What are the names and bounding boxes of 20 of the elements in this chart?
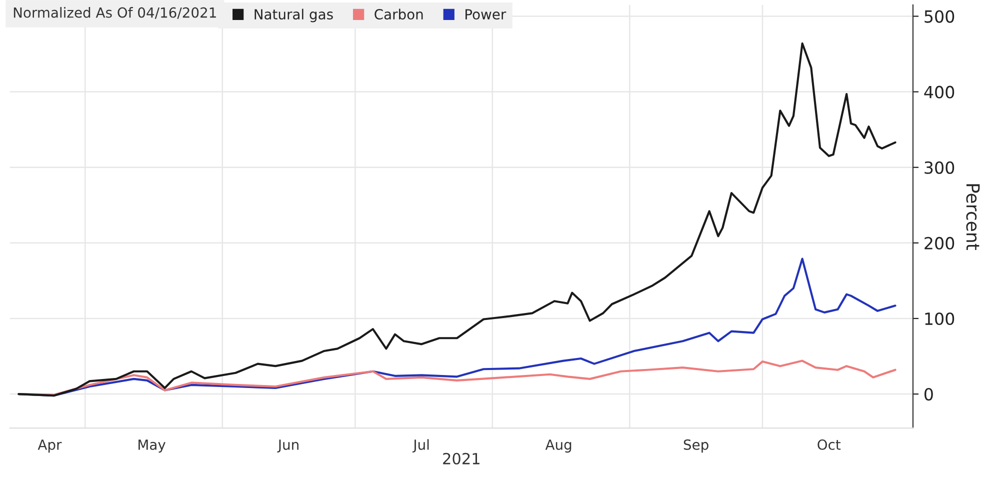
x-axis-title: 2021 xyxy=(443,452,480,464)
y-tick-label: 200 xyxy=(924,236,954,250)
x-tick-label: Apr xyxy=(38,440,62,453)
y-axis-title: Percent xyxy=(966,184,980,250)
x-tick-label: Jun xyxy=(277,440,298,452)
y-tick-label: 100 xyxy=(925,312,954,326)
legend-title: Normalized As Of 04/16/2021 xyxy=(14,7,216,19)
legend-label: Carbon xyxy=(374,8,423,20)
x-tick-label: Jul xyxy=(412,439,429,452)
x-tick-label: Aug xyxy=(545,440,572,453)
y-tick-label: 500 xyxy=(924,10,954,23)
x-tick-label: Sep xyxy=(684,439,708,453)
legend-label: Natural gas xyxy=(254,8,333,22)
legend-label: Power xyxy=(466,9,506,20)
y-tick-label: 300 xyxy=(924,161,954,174)
line-series xyxy=(18,42,896,397)
x-tick-label: Oct xyxy=(818,439,841,450)
y-tick-label: 400 xyxy=(924,86,954,98)
y-tick-label: 0 xyxy=(924,388,933,401)
x-tick-label: May xyxy=(138,440,166,453)
